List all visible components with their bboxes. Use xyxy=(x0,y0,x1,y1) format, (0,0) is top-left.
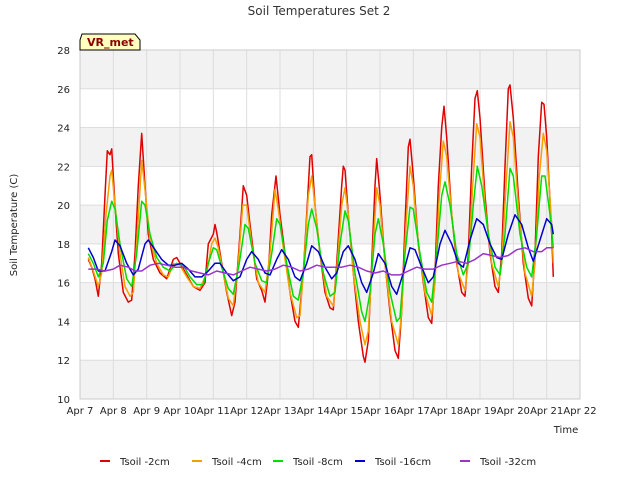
legend-label: Tsoil -16cm xyxy=(374,457,431,468)
x-tick-label: Apr 16 xyxy=(363,406,396,417)
series-line-tsoil-16cm xyxy=(87,214,555,296)
y-tick-label: 26 xyxy=(57,85,70,96)
x-tick-label: Apr 17 xyxy=(397,406,430,417)
y-tick-label: 28 xyxy=(57,46,70,57)
y-tick-label: 22 xyxy=(57,162,70,173)
series-line-tsoil-4cm xyxy=(87,120,555,346)
plot-band xyxy=(80,360,580,399)
y-tick-label: 10 xyxy=(57,395,70,406)
x-tick-label: Apr 12 xyxy=(230,406,263,417)
legend-label: Tsoil -8cm xyxy=(292,457,343,468)
legend-label: Tsoil -4cm xyxy=(211,457,262,468)
legend-label: Tsoil -2cm xyxy=(119,457,170,468)
plot-band xyxy=(80,88,580,128)
station-badge-label: VR_met xyxy=(87,36,134,49)
plot-band xyxy=(80,166,580,206)
plot-band xyxy=(80,205,580,244)
x-tick-label: Apr 9 xyxy=(133,406,160,417)
x-tick-label: Apr 21 xyxy=(530,406,563,417)
x-tick-label: Apr 15 xyxy=(330,406,363,417)
y-axis-title: Soil Temperature (C) xyxy=(9,174,20,277)
chart-title: Soil Temperatures Set 2 xyxy=(248,4,391,18)
x-tick-label: Apr 10 xyxy=(163,406,196,417)
y-tick-label: 20 xyxy=(57,201,70,212)
x-tick-label: Apr 19 xyxy=(463,406,496,417)
legend: Tsoil -2cm Tsoil -4cm Tsoil -8cm Tsoil -16c… xyxy=(100,457,536,468)
plot-band xyxy=(80,321,580,361)
plot-band xyxy=(80,127,580,167)
x-tick-label: Apr 8 xyxy=(100,406,127,417)
x-tick-label: Apr 13 xyxy=(263,406,296,417)
plot-band xyxy=(80,50,580,89)
legend-label: Tsoil -32cm xyxy=(479,457,536,468)
y-tick-label: 18 xyxy=(57,240,70,251)
x-tick-label: Apr 20 xyxy=(497,406,530,417)
y-tick-label: 12 xyxy=(57,356,70,367)
series-line-tsoil-32cm xyxy=(88,247,554,276)
x-tick-label: Apr 7 xyxy=(67,406,94,417)
y-tick-label: 24 xyxy=(57,124,70,135)
x-tick-label: Apr 14 xyxy=(297,406,330,417)
plot-bands xyxy=(80,50,580,399)
x-tick-label: Apr 18 xyxy=(430,406,463,417)
y-tick-labels: 10 12 14 16 18 20 22 24 26 28 xyxy=(57,46,70,406)
x-tick-labels: Apr 7 Apr 8 Apr 9 Apr 10 Apr 11 Apr 12 Apr 13 A… xyxy=(67,406,597,417)
x-tick-label: Apr 22 xyxy=(563,406,596,417)
x-axis-title: Time xyxy=(553,425,578,436)
plot-frame xyxy=(79,49,581,400)
station-badge: VR_met xyxy=(79,33,141,51)
y-tick-label: 16 xyxy=(57,279,70,290)
series-line-tsoil-8cm xyxy=(87,165,555,323)
station-badge-box xyxy=(79,33,141,51)
x-tick-label: Apr 11 xyxy=(197,406,230,417)
series-layer xyxy=(87,84,555,363)
y-tick-label: 14 xyxy=(57,317,70,328)
